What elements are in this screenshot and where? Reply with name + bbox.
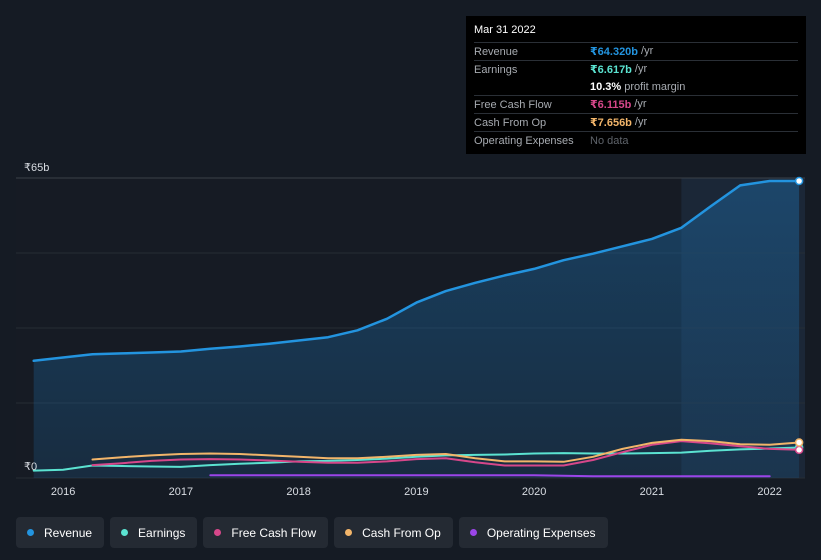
tooltip-row: Revenue ₹64.320b/yr [474,42,798,60]
tooltip-value-unit: /yr [634,63,648,75]
tooltip-value-unit: /yr [641,45,654,57]
tooltip-value-number: ₹64.320b [590,46,639,58]
line-earnings [32,446,801,472]
tooltip-row-label: Operating Expenses [474,134,574,147]
end-marker-cash-from-op [794,438,804,447]
legend-item-label: Revenue [44,525,93,540]
line-operating-expenses [209,474,771,478]
line-revenue [32,179,801,363]
tooltip-no-data: No data [590,134,629,147]
x-tick-label: 2020 [522,486,546,498]
tooltip-row-value: ₹7.656b/yr [590,116,647,129]
series-end-markers [794,176,804,455]
tooltip-row: Earnings ₹6.617b/yr [474,60,798,78]
end-marker-revenue [794,176,804,186]
tooltip-row-value: ₹64.320b/yr [590,45,653,58]
x-axis-tick-labels: 2016 2017 2018 2019 2020 2021 2022 [51,486,782,498]
tooltip-row-value: ₹6.617b/yr [590,63,647,76]
tooltip-row-value: ₹6.115b/yr [590,98,647,111]
legend-item-revenue[interactable]: Revenue [16,517,105,548]
tooltip-value-number: ₹6.115b [590,99,632,111]
tooltip-value-unit: /yr [634,116,648,128]
legend-item-label: Earnings [138,525,186,540]
x-tick-label: 2019 [404,486,428,498]
tooltip-value-unit: profit margin [624,80,686,93]
line-free-cash-flow [91,440,801,467]
tooltip-row-label: Earnings [474,63,518,76]
tooltip-row-label: Revenue [474,45,519,58]
x-tick-label: 2017 [169,486,193,498]
legend-item-label: Operating Expenses [486,525,596,540]
tooltip-row: Cash From Op ₹7.656b/yr [474,113,798,131]
legend-dot-icon [214,529,222,536]
tooltip-date: Mar 31 2022 [474,24,536,36]
y-tick-label-top: ₹65b [24,162,49,174]
legend-item-label: Cash From Op [362,525,441,540]
tooltip-value-number: ₹6.617b [590,64,632,76]
legend-item-operating-expenses[interactable]: Operating Expenses [458,517,608,548]
tooltip-row: 10.3% profit margin [474,78,798,95]
x-tick-label: 2018 [286,486,310,498]
legend-dot-icon [469,529,477,536]
tooltip-rows: Revenue ₹64.320b/yr Earnings ₹6.617b/yr 10.3… [474,42,798,149]
tooltip-row: Operating Expenses No data [474,131,798,149]
tooltip-value-number: ₹7.656b [590,117,632,129]
legend-item-earnings[interactable]: Earnings [110,517,198,548]
x-tick-label: 2022 [757,486,781,498]
end-marker-free-cash-flow [794,445,804,455]
legend-dot-icon [121,529,129,536]
legend-dot-icon [345,529,353,536]
data-tooltip: Mar 31 2022 Revenue ₹64.320b/yr Earnings ₹6… [466,16,806,154]
series-lines [32,179,801,478]
legend-item-free-cash-flow[interactable]: Free Cash Flow [203,517,329,548]
legend-item-cash-from-op[interactable]: Cash From Op [334,517,453,548]
tooltip-row-value: No data [590,135,629,147]
x-tick-label: 2021 [640,486,664,498]
y-tick-label-bottom: ₹0 [24,461,37,473]
x-tick-label: 2016 [51,486,75,498]
line-cash-from-op [91,438,801,463]
legend: Revenue Earnings Free Cash Flow Cash From O… [16,517,608,548]
legend-item-label: Free Cash Flow [231,525,317,540]
tooltip-row-label: Free Cash Flow [474,98,552,111]
series-areas [33,181,800,478]
tooltip-row-label: Cash From Op [474,116,547,129]
tooltip-row: Free Cash Flow ₹6.115b/yr [474,95,798,113]
tooltip-row-value: 10.3% profit margin [590,81,685,93]
tooltip-value-unit: /yr [634,98,647,110]
legend-dot-icon [27,529,34,536]
tooltip-value-number: 10.3% [590,80,622,93]
area-revenue [33,181,800,478]
